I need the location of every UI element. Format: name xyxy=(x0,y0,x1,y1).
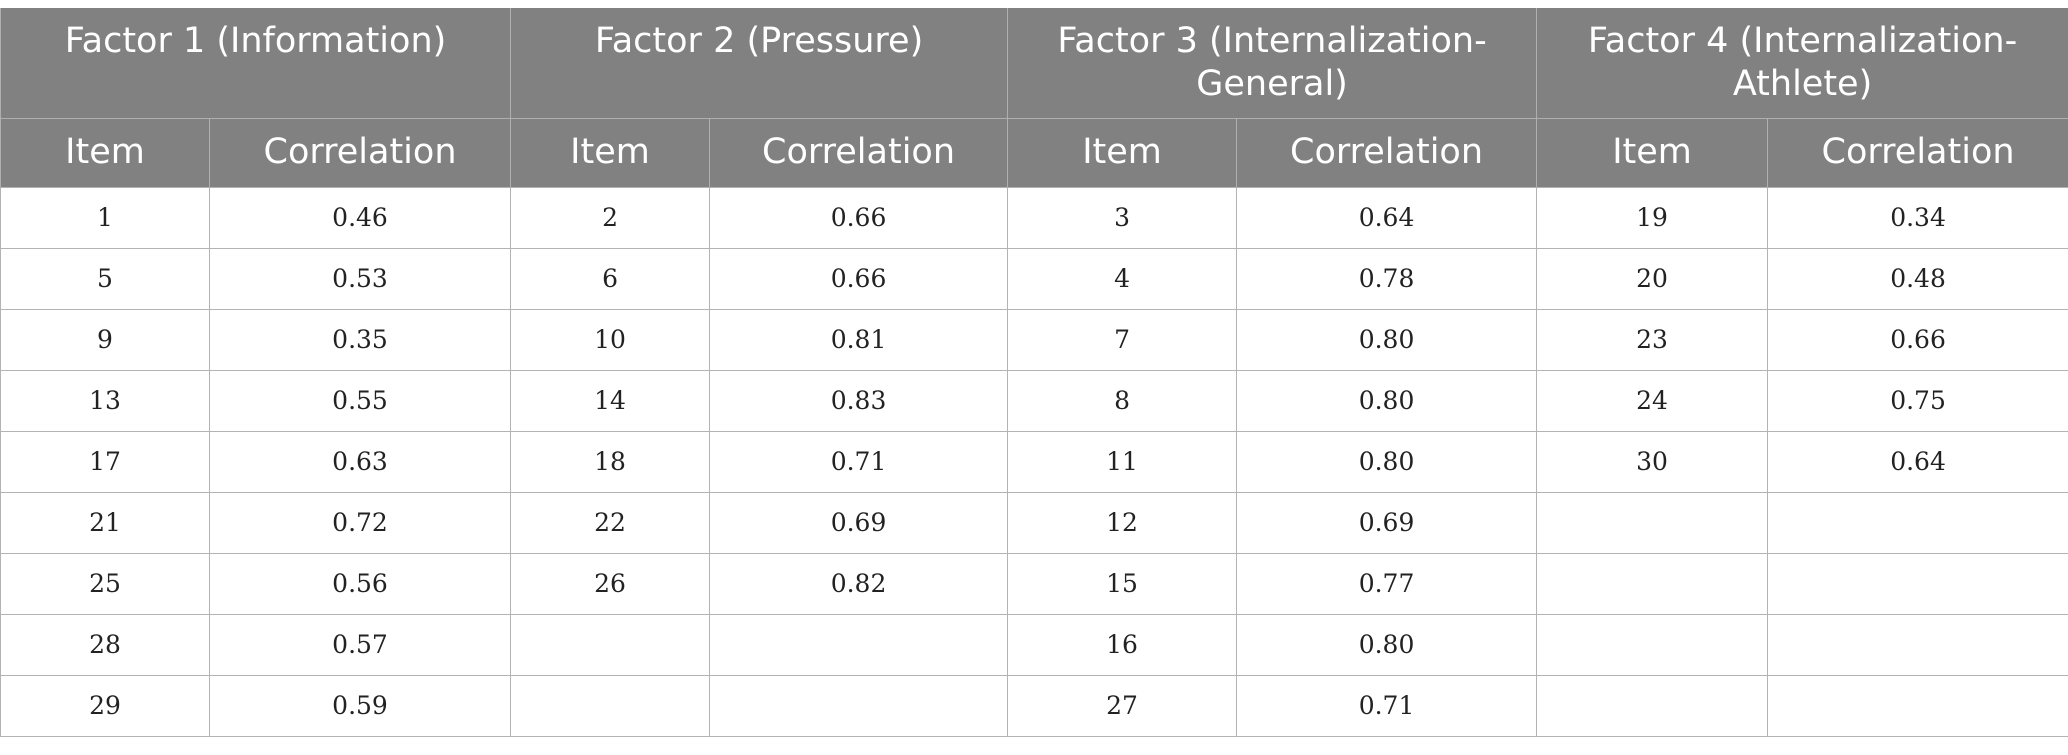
factor-correlation-table-wrapper: Factor 1 (Information) Factor 2 (Pressur… xyxy=(0,8,2068,737)
correlation-cell: 0.56 xyxy=(208,552,512,615)
correlation-cell: 0.57 xyxy=(208,613,512,676)
factor-3-header: Factor 3 (Internalization-General) xyxy=(1007,8,1538,118)
item-cell: 21 xyxy=(0,491,210,554)
correlation-cell: 0.71 xyxy=(709,430,1009,493)
item-cell: 22 xyxy=(510,491,711,554)
correlation-cell: 0.46 xyxy=(208,186,512,249)
correlation-cell: 0.72 xyxy=(208,491,512,554)
table-row: 29 0.59 27 0.71 xyxy=(0,674,2068,737)
correlation-cell: 0.35 xyxy=(208,308,512,371)
factor-1-header: Factor 1 (Information) xyxy=(0,8,512,118)
correlation-cell: 0.81 xyxy=(709,308,1009,371)
correlation-cell: 0.64 xyxy=(1767,430,2068,493)
correlation-column-header: Correlation xyxy=(208,117,512,187)
correlation-column-header: Correlation xyxy=(1236,117,1538,187)
item-cell: 5 xyxy=(0,247,210,310)
item-cell: 17 xyxy=(0,430,210,493)
factor-header-row: Factor 1 (Information) Factor 2 (Pressur… xyxy=(0,8,2068,118)
correlation-column-header: Correlation xyxy=(1767,117,2068,187)
correlation-cell: 0.80 xyxy=(1236,369,1538,432)
item-cell: 27 xyxy=(1007,674,1238,737)
item-cell xyxy=(1536,552,1769,615)
correlation-cell: 0.75 xyxy=(1767,369,2068,432)
correlation-cell xyxy=(1767,491,2068,554)
item-column-header: Item xyxy=(1536,117,1769,187)
item-cell: 11 xyxy=(1007,430,1238,493)
correlation-cell: 0.78 xyxy=(1236,247,1538,310)
correlation-cell xyxy=(1767,613,2068,676)
item-cell: 14 xyxy=(510,369,711,432)
correlation-column-header: Correlation xyxy=(709,117,1009,187)
table-row: 5 0.53 6 0.66 4 0.78 20 0.48 xyxy=(0,247,2068,310)
item-cell: 25 xyxy=(0,552,210,615)
item-cell xyxy=(1536,674,1769,737)
item-cell: 9 xyxy=(0,308,210,371)
correlation-cell: 0.80 xyxy=(1236,613,1538,676)
table-row: 9 0.35 10 0.81 7 0.80 23 0.66 xyxy=(0,308,2068,371)
correlation-cell xyxy=(1767,552,2068,615)
item-cell xyxy=(1536,613,1769,676)
item-cell: 6 xyxy=(510,247,711,310)
factor-4-header: Factor 4 (Internalization-Athlete) xyxy=(1536,8,2068,118)
item-cell xyxy=(510,613,711,676)
table-row: 1 0.46 2 0.66 3 0.64 19 0.34 xyxy=(0,186,2068,249)
table-row: 13 0.55 14 0.83 8 0.80 24 0.75 xyxy=(0,369,2068,432)
item-cell: 23 xyxy=(1536,308,1769,371)
factor-2-header: Factor 2 (Pressure) xyxy=(510,8,1009,118)
item-cell: 15 xyxy=(1007,552,1238,615)
item-cell: 7 xyxy=(1007,308,1238,371)
table-row: 21 0.72 22 0.69 12 0.69 xyxy=(0,491,2068,554)
correlation-cell: 0.64 xyxy=(1236,186,1538,249)
item-cell: 30 xyxy=(1536,430,1769,493)
table-row: 25 0.56 26 0.82 15 0.77 xyxy=(0,552,2068,615)
correlation-cell: 0.82 xyxy=(709,552,1009,615)
item-cell: 2 xyxy=(510,186,711,249)
correlation-cell: 0.66 xyxy=(1767,308,2068,371)
correlation-cell: 0.80 xyxy=(1236,308,1538,371)
correlation-cell: 0.55 xyxy=(208,369,512,432)
correlation-cell xyxy=(1767,674,2068,737)
item-column-header: Item xyxy=(510,117,711,187)
item-column-header: Item xyxy=(0,117,210,187)
item-cell: 20 xyxy=(1536,247,1769,310)
item-cell xyxy=(1536,491,1769,554)
correlation-cell: 0.71 xyxy=(1236,674,1538,737)
item-column-header: Item xyxy=(1007,117,1238,187)
item-cell: 28 xyxy=(0,613,210,676)
column-header-row: Item Correlation Item Correlation Item C… xyxy=(0,117,2068,187)
item-cell: 19 xyxy=(1536,186,1769,249)
item-cell: 4 xyxy=(1007,247,1238,310)
correlation-cell: 0.53 xyxy=(208,247,512,310)
item-cell: 16 xyxy=(1007,613,1238,676)
item-cell: 10 xyxy=(510,308,711,371)
item-cell: 13 xyxy=(0,369,210,432)
item-cell: 18 xyxy=(510,430,711,493)
table-row: 17 0.63 18 0.71 11 0.80 30 0.64 xyxy=(0,430,2068,493)
item-cell xyxy=(510,674,711,737)
table-body: 1 0.46 2 0.66 3 0.64 19 0.34 5 0.53 6 0.66 4 0.78 20 0.… xyxy=(0,186,2068,737)
correlation-cell: 0.83 xyxy=(709,369,1009,432)
factor-correlation-table: Factor 1 (Information) Factor 2 (Pressur… xyxy=(0,8,2068,737)
correlation-cell: 0.59 xyxy=(208,674,512,737)
item-cell: 29 xyxy=(0,674,210,737)
correlation-cell xyxy=(709,613,1009,676)
correlation-cell: 0.34 xyxy=(1767,186,2068,249)
item-cell: 12 xyxy=(1007,491,1238,554)
correlation-cell: 0.66 xyxy=(709,186,1009,249)
item-cell: 26 xyxy=(510,552,711,615)
correlation-cell: 0.80 xyxy=(1236,430,1538,493)
item-cell: 8 xyxy=(1007,369,1238,432)
item-cell: 3 xyxy=(1007,186,1238,249)
correlation-cell: 0.69 xyxy=(1236,491,1538,554)
item-cell: 24 xyxy=(1536,369,1769,432)
correlation-cell: 0.48 xyxy=(1767,247,2068,310)
correlation-cell: 0.66 xyxy=(709,247,1009,310)
item-cell: 1 xyxy=(0,186,210,249)
correlation-cell: 0.63 xyxy=(208,430,512,493)
correlation-cell: 0.69 xyxy=(709,491,1009,554)
correlation-cell: 0.77 xyxy=(1236,552,1538,615)
table-row: 28 0.57 16 0.80 xyxy=(0,613,2068,676)
correlation-cell xyxy=(709,674,1009,737)
